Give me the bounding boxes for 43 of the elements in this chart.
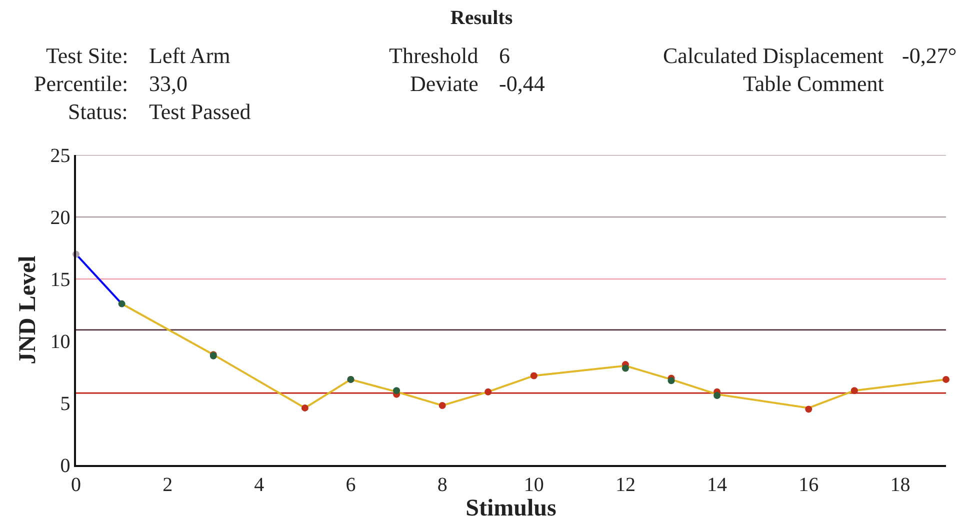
point — [301, 404, 308, 412]
text: Table Comment — [743, 71, 884, 96]
y-axis-title: JND Level — [14, 255, 41, 364]
y-tick-label: 10 — [50, 331, 70, 353]
x-tick-label: 6 — [346, 474, 356, 496]
y-tick-label: 5 — [60, 393, 70, 415]
point — [942, 376, 950, 383]
x-tick-label: 14 — [707, 474, 728, 496]
text: Calculated Displacement — [663, 43, 884, 68]
point — [393, 387, 400, 394]
point — [805, 406, 812, 413]
x-axis-title: Stimulus — [466, 496, 556, 522]
chart-title: Results — [450, 7, 513, 29]
text: -0,27° — [902, 43, 957, 68]
text: -0,44 — [499, 71, 545, 96]
point — [438, 402, 446, 409]
point — [850, 387, 858, 394]
point — [118, 300, 126, 308]
point — [484, 388, 492, 396]
x-tick-label: 2 — [162, 474, 173, 496]
text: 6 — [499, 43, 510, 68]
x-tick-label: 4 — [254, 474, 264, 496]
y-tick-label: 25 — [50, 145, 70, 167]
text: Test Site: — [46, 43, 128, 68]
point — [530, 372, 538, 380]
y-tick-label: 15 — [50, 269, 70, 291]
x-tick-label: 16 — [798, 474, 819, 496]
x-tick-label: 10 — [524, 474, 544, 496]
point — [714, 392, 721, 400]
x-tick-label: 18 — [890, 474, 910, 496]
point — [622, 364, 629, 372]
point — [668, 377, 675, 384]
text: Test Passed — [149, 99, 251, 124]
text: Left Arm — [149, 43, 230, 68]
text: Threshold — [389, 43, 478, 68]
text: Status: — [68, 99, 128, 124]
text: Deviate — [410, 71, 478, 96]
text: 33,0 — [149, 71, 188, 96]
y-tick-label: 20 — [50, 207, 70, 229]
x-tick-label: 8 — [437, 474, 448, 496]
x-tick-label: 12 — [615, 474, 636, 496]
y-tick-label: 0 — [60, 455, 70, 477]
text: Percentile: — [34, 71, 128, 96]
